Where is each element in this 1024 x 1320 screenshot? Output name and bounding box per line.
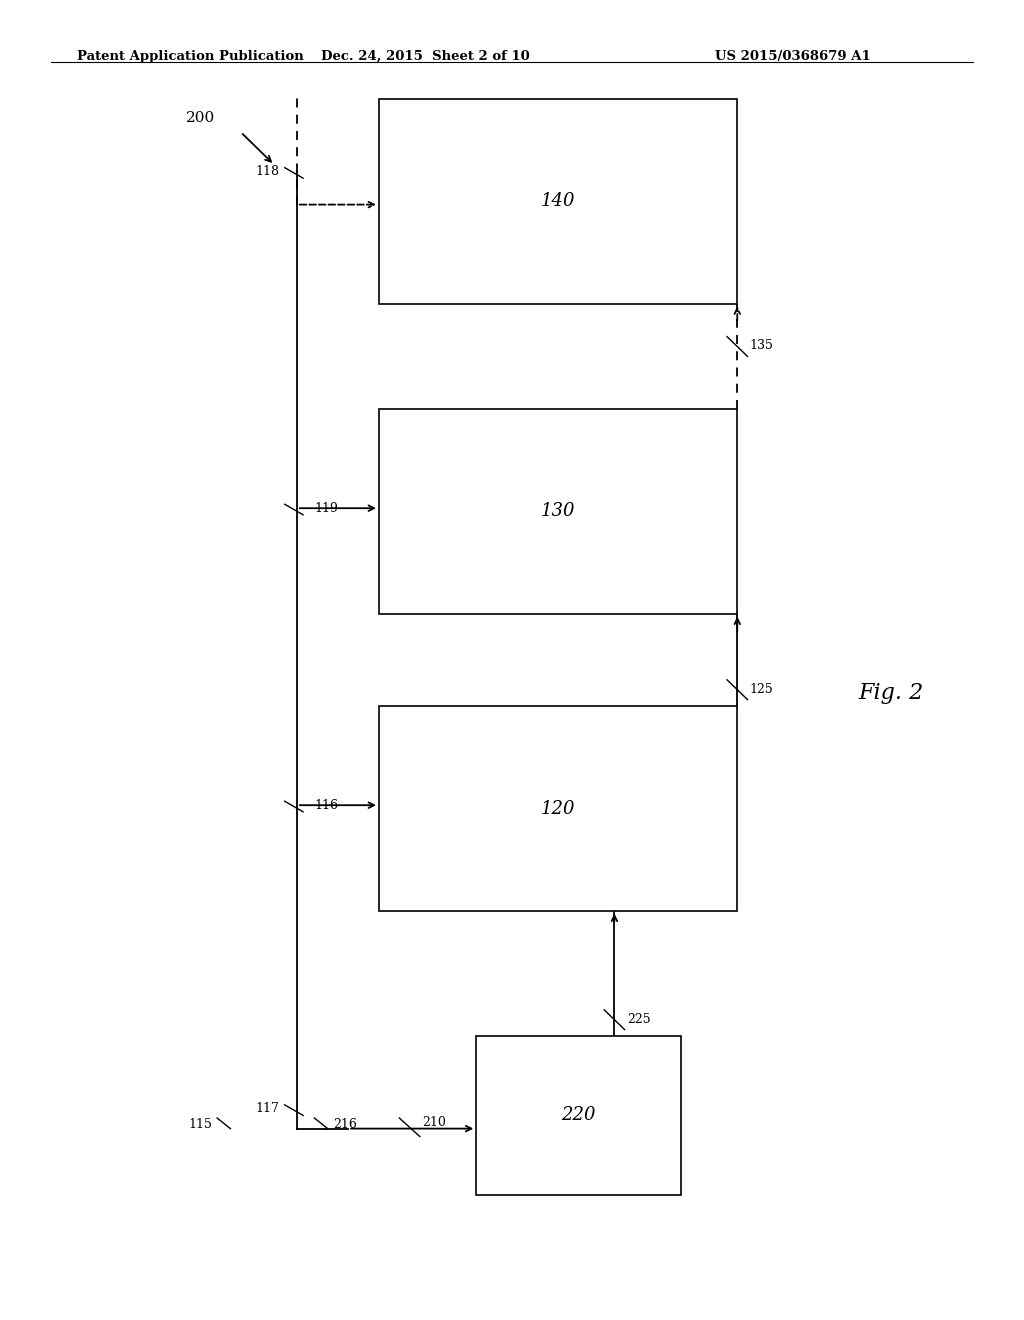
Text: 200: 200 <box>185 111 215 125</box>
Text: 119: 119 <box>314 502 338 515</box>
Bar <box>379 99 737 304</box>
Text: 115: 115 <box>188 1118 212 1131</box>
Text: Patent Application Publication: Patent Application Publication <box>77 50 303 63</box>
Bar <box>379 409 737 614</box>
Text: 225: 225 <box>627 1012 650 1026</box>
Text: Fig. 2: Fig. 2 <box>858 682 924 704</box>
Bar <box>379 706 737 911</box>
Text: 216: 216 <box>333 1118 356 1131</box>
Text: 220: 220 <box>561 1106 596 1125</box>
Text: 118: 118 <box>256 165 280 178</box>
Text: 125: 125 <box>750 682 773 696</box>
Text: 135: 135 <box>750 339 773 352</box>
Text: US 2015/0368679 A1: US 2015/0368679 A1 <box>715 50 870 63</box>
Text: 130: 130 <box>541 503 575 520</box>
Text: Dec. 24, 2015  Sheet 2 of 10: Dec. 24, 2015 Sheet 2 of 10 <box>321 50 529 63</box>
Bar <box>476 1036 681 1195</box>
Text: 140: 140 <box>541 193 575 210</box>
Text: 117: 117 <box>256 1102 280 1115</box>
Text: 116: 116 <box>314 799 338 812</box>
Text: 210: 210 <box>422 1115 445 1129</box>
Text: 120: 120 <box>541 800 575 817</box>
